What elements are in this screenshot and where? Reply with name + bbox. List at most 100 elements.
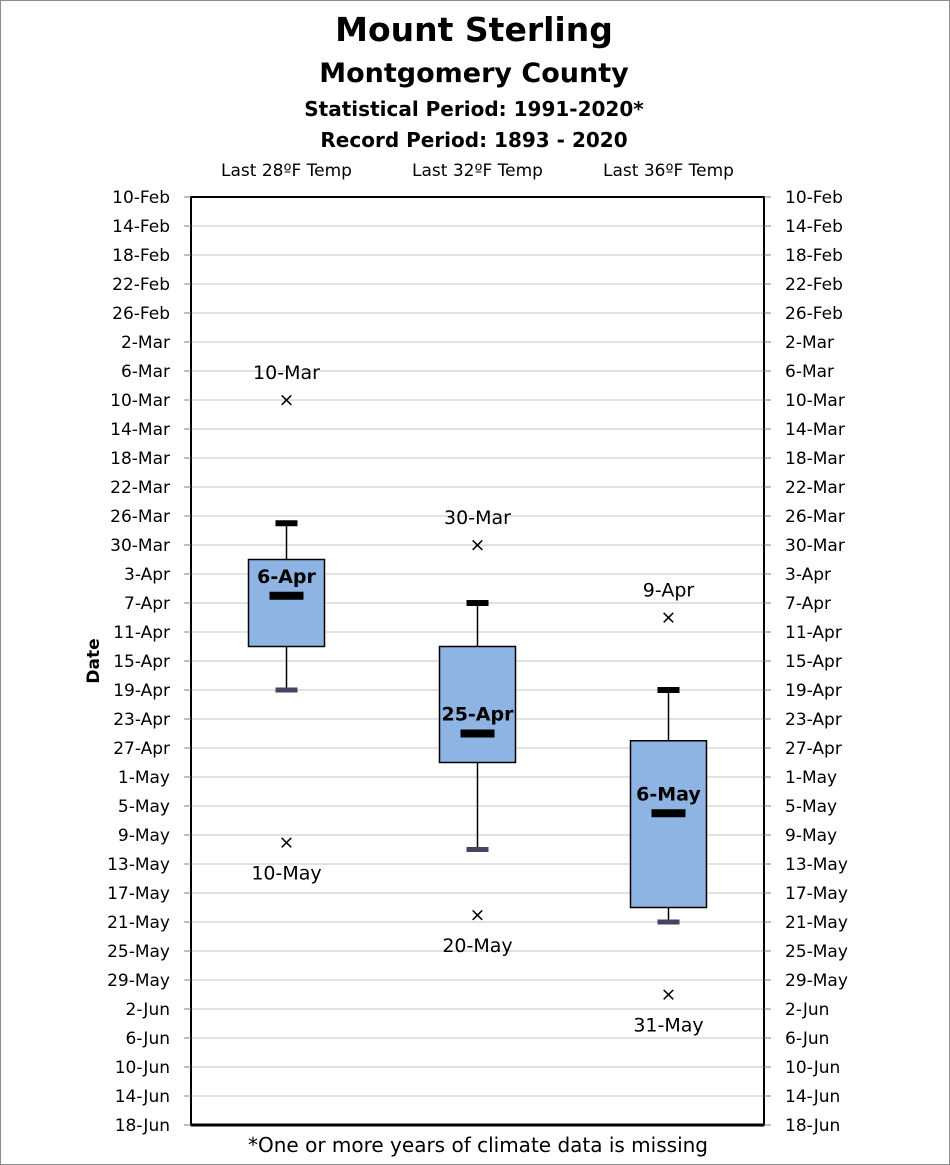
median-label: 6-May [636,783,701,805]
y-tick-label-left: 26-Mar [110,507,170,527]
y-tick-label-right: 10-Feb [785,188,843,208]
y-tick-label-right: 27-Apr [785,739,842,759]
y-tick-label-right: 5-May [785,797,837,817]
y-tick-label-right: 30-Mar [785,536,845,556]
category-label: Last 28ºF Temp [221,161,352,181]
y-tick-label-right: 26-Mar [785,507,845,527]
y-tick-label-right: 14-Feb [785,217,843,237]
y-tick-label-right: 1-May [785,768,837,788]
y-tick-label-right: 14-Jun [785,1087,840,1107]
y-axis-title: Date [84,638,104,683]
median-marker [269,591,304,600]
record-latest-label: 20-May [442,935,512,957]
y-tick-label-right: 11-Apr [785,623,842,643]
y-tick-label-left: 9-May [118,826,170,846]
y-tick-label-left: 22-Feb [112,275,170,295]
y-tick-label-right: 2-Mar [785,333,834,353]
record-latest-label: 31-May [633,1015,703,1037]
whisker-cap-late [657,919,680,925]
y-tick-label-left: 2-Jun [126,1000,170,1020]
y-tick-label-right: 26-Feb [785,304,843,324]
iqr-box [438,645,517,764]
record-earliest-label: 9-Apr [643,580,695,602]
iqr-box [247,558,326,648]
y-tick-label-left: 25-May [107,942,170,962]
y-tick-label-right: 18-Jun [785,1116,840,1136]
y-tick-label-right: 9-May [785,826,837,846]
y-tick-label-left: 17-May [107,884,170,904]
record-latest-marker: × [279,831,295,853]
y-tick-label-left: 29-May [107,971,170,991]
record-latest-label: 10-May [251,862,321,884]
y-tick-label-right: 10-Mar [785,391,845,411]
whisker-cap-late [275,687,298,693]
y-tick-label-left: 6-Jun [126,1029,170,1049]
y-tick-label-right: 18-Mar [785,449,845,469]
whisker-cap-early [657,687,680,693]
y-tick-label-left: 2-Mar [121,333,170,353]
whisker-cap-early [275,520,298,527]
y-tick-label-right: 10-Jun [785,1058,840,1078]
y-tick-label-left: 18-Mar [110,449,170,469]
y-tick-label-right: 13-May [785,855,848,875]
y-tick-label-left: 7-Apr [124,594,170,614]
record-earliest-marker: × [470,534,486,556]
y-tick-label-right: 15-Apr [785,652,842,672]
median-label: 25-Apr [441,704,514,726]
y-tick-label-right: 2-Jun [785,1000,829,1020]
y-tick-label-left: 26-Feb [112,304,170,324]
record-latest-marker: × [661,984,677,1006]
category-label: Last 36ºF Temp [603,161,734,181]
y-tick-label-right: 14-Mar [785,420,845,440]
iqr-box [629,740,708,909]
y-tick-label-right: 6-Mar [785,362,834,382]
y-tick-label-left: 22-Mar [110,478,170,498]
y-tick-label-left: 18-Feb [112,246,170,266]
y-tick-label-right: 3-Apr [785,565,831,585]
y-tick-label-left: 13-May [107,855,170,875]
y-tick-label-left: 11-Apr [113,623,170,643]
y-tick-label-left: 10-Feb [112,188,170,208]
y-tick-label-right: 23-Apr [785,710,842,730]
record-earliest-marker: × [661,607,677,629]
y-tick-label-left: 21-May [107,913,170,933]
y-tick-label-left: 14-Jun [115,1087,170,1107]
y-tick-label-left: 3-Apr [124,565,170,585]
median-marker [460,729,495,738]
chart-title: Mount Sterling [335,10,613,49]
y-tick-label-right: 18-Feb [785,246,843,266]
y-tick-label-left: 23-Apr [113,710,170,730]
record-period: Record Period: 1893 - 2020 [320,128,628,152]
statistical-period: Statistical Period: 1991-2020* [304,97,644,121]
y-tick-label-right: 21-May [785,913,848,933]
y-tick-label-left: 10-Jun [115,1058,170,1078]
y-tick-label-left: 14-Feb [112,217,170,237]
category-label: Last 32ºF Temp [412,161,543,181]
y-tick-label-left: 18-Jun [115,1116,170,1136]
y-tick-label-left: 1-May [118,768,170,788]
y-tick-label-left: 10-Mar [110,391,170,411]
whisker-cap-early [466,600,489,606]
y-tick-label-right: 17-May [785,884,848,904]
y-tick-label-left: 30-Mar [110,536,170,556]
chart-subtitle: Montgomery County [319,58,629,89]
y-tick-label-left: 6-Mar [121,362,170,382]
y-tick-label-left: 19-Apr [113,681,170,701]
y-tick-label-right: 29-May [785,971,848,991]
footnote: *One or more years of climate data is mi… [248,1133,708,1157]
y-tick-label-left: 5-May [118,797,170,817]
median-label: 6-Apr [257,566,316,588]
record-earliest-label: 30-Mar [444,507,511,529]
y-tick-label-left: 15-Apr [113,652,170,672]
y-tick-label-right: 25-May [785,942,848,962]
record-latest-marker: × [470,904,486,926]
y-tick-label-left: 14-Mar [110,420,170,440]
y-tick-label-right: 19-Apr [785,681,842,701]
y-tick-label-right: 6-Jun [785,1029,829,1049]
whisker-cap-late [466,847,489,852]
y-tick-label-right: 22-Mar [785,478,845,498]
y-tick-label-right: 22-Feb [785,275,843,295]
y-tick-label-right: 7-Apr [785,594,831,614]
